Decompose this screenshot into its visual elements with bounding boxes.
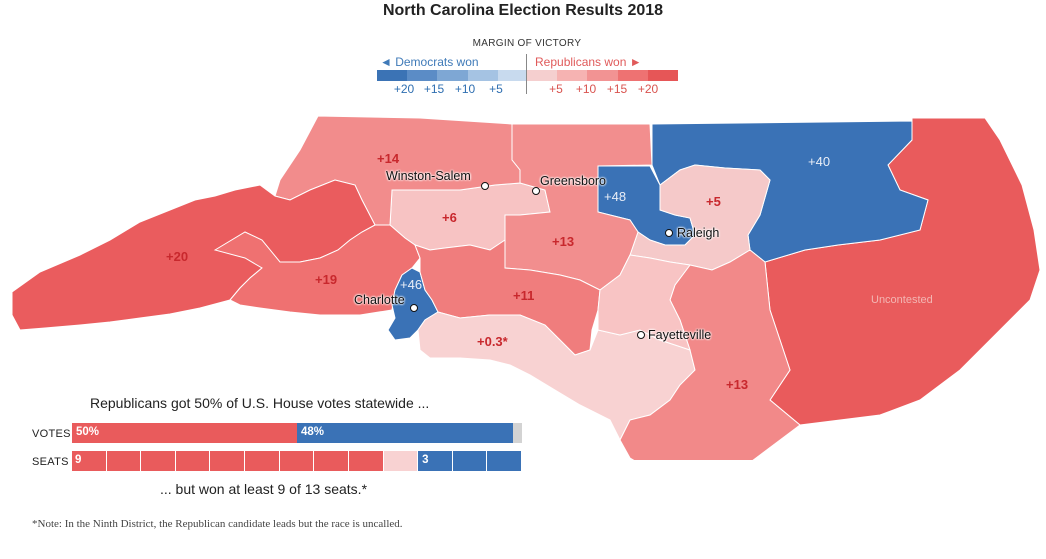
- seat-republican: [245, 451, 280, 471]
- seats-row-label: SEATS: [32, 456, 69, 468]
- district-8-margin: +11: [513, 288, 535, 303]
- legend-divider: [526, 54, 527, 94]
- district-13-margin: +6: [442, 210, 457, 225]
- legend-swatch-dem-4: [497, 70, 528, 81]
- legend-tick-rep-15: +15: [606, 82, 628, 96]
- legend-swatch-rep-0: [527, 70, 558, 81]
- seat-republican: [72, 451, 107, 471]
- legend-tick-dem-5: +5: [489, 82, 503, 96]
- legend-swatch-rep-3: [617, 70, 648, 81]
- legend-tick-dem-10: +10: [454, 82, 476, 96]
- district-map: [11, 115, 1041, 460]
- district-5-margin: +14: [377, 151, 400, 166]
- district-11-margin: +20: [166, 249, 189, 264]
- legend-tick-rep-20: +20: [637, 82, 659, 96]
- seats-republican-count: 9: [75, 454, 82, 466]
- district-7-margin: +13: [726, 377, 749, 392]
- legend-tick-dem-20: +20: [393, 82, 415, 96]
- city-marker-charlotte: [410, 304, 418, 312]
- city-marker-fayetteville: [637, 331, 645, 339]
- votes-democrat-pct: 48%: [301, 426, 325, 438]
- district-2-margin: +5: [706, 194, 721, 209]
- seat-republican: [175, 451, 211, 471]
- seat-democrat: [452, 451, 488, 471]
- seat-republican: [106, 451, 142, 471]
- city-label-raleigh: Raleigh: [677, 226, 720, 240]
- city-label-greensboro: Greensboro: [540, 174, 607, 188]
- map-title: North Carolina Election Results 2018: [382, 2, 664, 19]
- seat-republican: [210, 451, 246, 471]
- legend-swatch-rep-2: [587, 70, 618, 81]
- district-4-margin: +48: [604, 189, 627, 204]
- legend-tick-rep-10: +10: [575, 82, 597, 96]
- district-6-margin: +13: [552, 234, 575, 249]
- legend-democrats-label: ◄ Democrats won: [380, 55, 479, 69]
- city-marker-raleigh: [665, 229, 673, 237]
- seats-democrat-count: 3: [422, 454, 429, 466]
- summary-votes-text: Republicans got 50% of U.S. House votes …: [90, 395, 430, 411]
- seat-democrat: [418, 451, 453, 471]
- seat-uncalled: [383, 451, 419, 471]
- legend-tick-rep-5: +5: [549, 82, 563, 96]
- district-7[interactable]: [619, 249, 801, 460]
- district-8[interactable]: [414, 239, 601, 356]
- votes-bar-democrat: [297, 423, 513, 443]
- city-label-winston-salem: Winston-Salem: [386, 169, 471, 183]
- city-marker-winston-salem: [481, 182, 489, 190]
- seat-republican: [279, 451, 315, 471]
- seat-republican: [314, 451, 349, 471]
- legend-swatch-dem-2: [437, 70, 468, 81]
- district-1-margin: +40: [808, 154, 831, 169]
- seat-republican: [141, 451, 176, 471]
- legend-heading: MARGIN OF VICTORY: [472, 38, 582, 49]
- votes-row-label: VOTES: [32, 428, 71, 440]
- city-label-fayetteville: Fayetteville: [648, 328, 712, 342]
- city-label-charlotte: Charlotte: [354, 293, 405, 307]
- votes-bar-other: [513, 423, 522, 443]
- legend-swatch-dem-1: [407, 70, 438, 81]
- legend-republicans-label: Republicans won ►: [535, 55, 642, 69]
- legend-swatch-dem-3: [467, 70, 498, 81]
- legend-swatch-rep-4: [647, 70, 678, 81]
- votes-republican-pct: 50%: [76, 426, 100, 438]
- district-12-margin: +46: [400, 277, 423, 292]
- summary-seats-text: ... but won at least 9 of 13 seats.*: [160, 481, 368, 497]
- district-10-margin: +19: [315, 272, 338, 287]
- legend-swatch-rep-1: [557, 70, 588, 81]
- city-marker-greensboro: [532, 187, 540, 195]
- district-9-margin: +0.3*: [477, 334, 508, 349]
- district-3-margin: Uncontested: [871, 294, 933, 306]
- district-2-south[interactable]: [597, 254, 691, 351]
- seat-republican: [348, 451, 384, 471]
- legend-tick-dem-15: +15: [423, 82, 445, 96]
- footnote: *Note: In the Ninth District, the Republ…: [32, 518, 403, 530]
- votes-bar-republican: [72, 423, 297, 443]
- seat-democrat: [487, 451, 522, 471]
- legend-swatch-dem-0: [377, 70, 408, 81]
